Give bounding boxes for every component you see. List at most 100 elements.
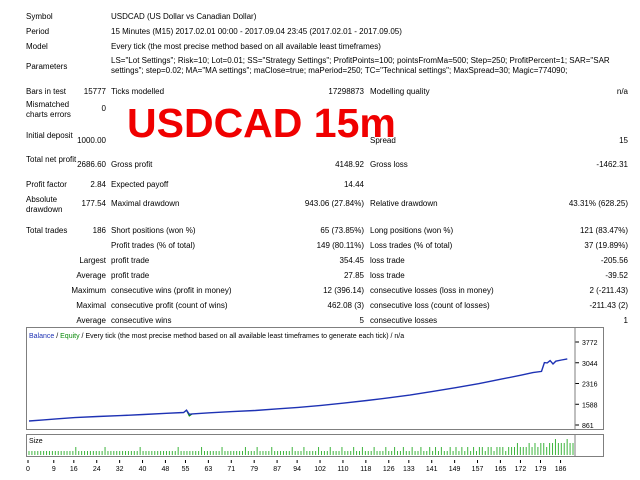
x-tick-label: 126: [383, 466, 395, 473]
y-tick-label: 3044: [582, 361, 598, 368]
size-panel-svg: [28, 435, 576, 456]
x-tick-label: 94: [293, 466, 301, 473]
net-profit-value: 2686.60: [77, 160, 106, 169]
avg-cons-wins-value: 5: [359, 316, 364, 325]
gross-profit-value: 4148.92: [335, 160, 364, 169]
avg-cons-wins-label: consecutive wins: [111, 316, 172, 325]
x-tick-label: 172: [515, 466, 527, 473]
ticks-modelled-value: 17298873: [328, 87, 364, 96]
initial-deposit-label: Initial deposit: [26, 131, 73, 140]
y-tick-label: 861: [582, 423, 594, 429]
x-tick-label: 87: [273, 466, 281, 473]
maximal-cons-profit-value: 462.08 (3): [327, 301, 364, 310]
short-positions-value: 65 (73.85%): [320, 226, 364, 235]
x-tick-label: 118: [360, 466, 371, 473]
avg-cons-losses-label: consecutive losses: [370, 316, 438, 325]
maximum-label: Maximum: [71, 286, 106, 295]
x-tick-label: 186: [555, 466, 567, 473]
size-label: Size: [29, 438, 43, 445]
average-label: Average: [76, 271, 106, 280]
max-cons-losses-value: 2 (-211.43): [589, 286, 628, 295]
gross-loss-label: Gross loss: [370, 160, 408, 169]
legend-balance: Balance: [29, 333, 55, 340]
bars-in-test-label: Bars in test: [26, 87, 67, 96]
legend-sep: /: [54, 333, 61, 340]
maximal-cons-profit-label: consecutive profit (count of wins): [111, 301, 228, 310]
total-trades-label: Total trades: [26, 226, 68, 235]
x-tick-label: 63: [204, 466, 212, 473]
initial-deposit-value: 1000.00: [77, 136, 106, 145]
chart-legend: Balance / Equity / Every tick (the most …: [29, 332, 404, 342]
symbol-value: USDCAD (US Dollar vs Canadian Dollar): [111, 12, 257, 21]
balance-series: [28, 358, 568, 422]
x-tick-label: 71: [227, 466, 235, 473]
model-label: Model: [26, 42, 48, 51]
modelling-quality-value: n/a: [616, 87, 628, 96]
largest-loss-value: -205.56: [600, 256, 628, 265]
x-tick-label: 149: [449, 466, 461, 473]
x-tick-label: 40: [139, 466, 147, 473]
x-tick-label: 179: [535, 466, 547, 473]
x-tick-label: 16: [70, 466, 78, 473]
spread-label: Spread: [370, 136, 396, 145]
largest-profit-value: 354.45: [339, 256, 364, 265]
maximal-cons-loss-label: consecutive loss (count of losses): [370, 301, 490, 310]
max-drawdown-value: 943.06 (27.84%): [304, 199, 364, 208]
avg-profit-label: profit trade: [111, 271, 150, 280]
balance-chart-svg: 3772 3044 2316 1588 861: [28, 328, 598, 430]
period-label: Period: [26, 27, 50, 36]
long-positions-value: 121 (83.47%): [579, 226, 628, 235]
symbol-label: Symbol: [26, 12, 53, 21]
x-tick-label: 133: [403, 466, 415, 473]
period-value: 15 Minutes (M15) 2017.02.01 00:00 - 2017…: [111, 27, 402, 36]
short-positions-label: Short positions (won %): [111, 226, 196, 235]
profit-trades-value: 149 (80.11%): [316, 241, 364, 250]
parameters-value: LS="Lot Settings"; Risk=10; Lot=0.01; SS…: [111, 56, 610, 75]
mismatched-label: Mismatched charts errors: [26, 100, 71, 119]
x-tick-label: 157: [472, 466, 484, 473]
largest-label: Largest: [79, 256, 106, 265]
long-positions-label: Long positions (won %): [370, 226, 454, 235]
loss-trades-value: 37 (19.89%): [584, 241, 628, 250]
expected-payoff-value: 14.44: [343, 180, 364, 189]
max-cons-wins-label: consecutive wins (profit in money): [111, 286, 232, 295]
avg-profit-value: 27.85: [343, 271, 364, 280]
max-cons-wins-value: 12 (396.14): [323, 286, 364, 295]
x-tick-label: 24: [93, 466, 101, 473]
x-tick-label: 48: [162, 466, 170, 473]
max-cons-losses-label: consecutive losses (loss in money): [370, 286, 494, 295]
y-tick-label: 1588: [582, 402, 598, 409]
x-tick-label: 9: [52, 466, 56, 473]
largest-loss-label: loss trade: [370, 256, 405, 265]
profit-trades-label: Profit trades (% of total): [111, 241, 196, 250]
x-tick-label: 0: [26, 466, 30, 473]
loss-trades-label: Loss trades (% of total): [370, 241, 453, 250]
mismatched-value: 0: [101, 104, 106, 113]
legend-equity: Equity: [60, 333, 80, 340]
net-profit-label: Total net profit: [26, 155, 77, 164]
overlay-title: USDCAD 15m: [127, 100, 396, 146]
legend-rest: / Every tick (the most precise method ba…: [79, 333, 405, 340]
x-axis: 0 9 16 24 32 40 48 55 63 71 79 87 94 102 110 118 126 133 1…: [26, 460, 567, 473]
x-tick-label: 110: [337, 466, 348, 473]
y-tick-label: 2316: [582, 382, 598, 389]
gross-loss-value: -1462.31: [596, 160, 628, 169]
total-trades-value: 186: [92, 226, 106, 235]
parameters-label: Parameters: [26, 62, 68, 71]
ticks-modelled-label: Ticks modelled: [111, 87, 165, 96]
rel-drawdown-value: 43.31% (628.25): [568, 199, 628, 208]
x-tick-label: 165: [495, 466, 507, 473]
max-drawdown-label: Maximal drawdown: [111, 199, 180, 208]
x-tick-label: 79: [250, 466, 258, 473]
rel-drawdown-label: Relative drawdown: [370, 199, 438, 208]
bars-in-test-value: 15777: [83, 87, 106, 96]
x-tick-label: 55: [182, 466, 190, 473]
avg-loss-value: -39.52: [605, 271, 628, 280]
profit-factor-value: 2.84: [90, 180, 106, 189]
x-tick-label: 141: [426, 466, 438, 473]
x-tick-label: 32: [116, 466, 124, 473]
spread-value: 15: [619, 136, 628, 145]
maximal-cons-loss-value: -211.43 (2): [589, 301, 628, 310]
expected-payoff-label: Expected payoff: [111, 180, 169, 189]
balance-chart: 3772 3044 2316 1588 861: [26, 327, 604, 430]
